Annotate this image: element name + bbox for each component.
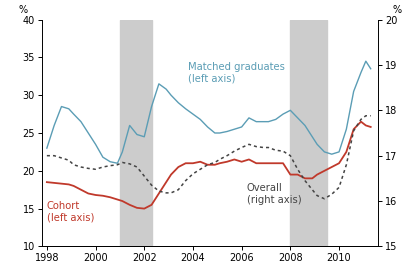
Text: %: % [18, 5, 28, 15]
Bar [120, 20, 152, 246]
Text: %: % [392, 5, 402, 15]
Bar [290, 20, 327, 246]
Text: Cohort
(left axis): Cohort (left axis) [47, 200, 94, 222]
Text: Matched graduates
(left axis): Matched graduates (left axis) [188, 62, 285, 84]
Text: Overall
(right axis): Overall (right axis) [247, 183, 301, 205]
